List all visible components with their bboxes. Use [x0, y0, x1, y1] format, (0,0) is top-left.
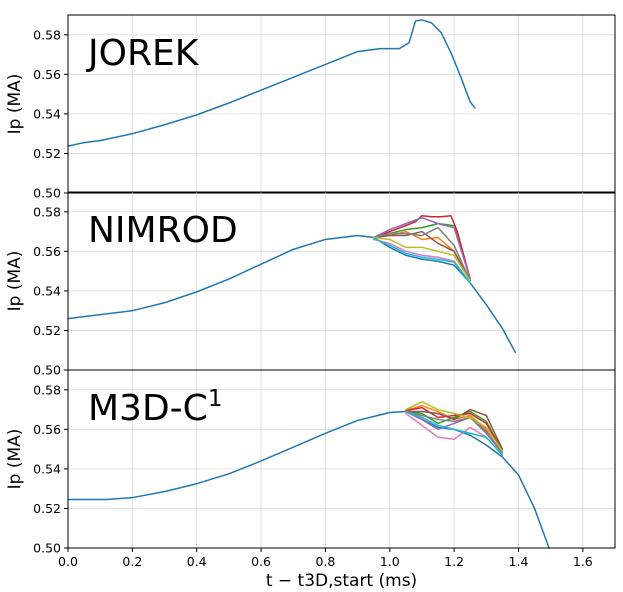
x-tick-label: 1.2	[444, 554, 464, 569]
y-axis-title: Ip (MA)	[5, 251, 25, 312]
y-tick-label: 0.56	[33, 67, 61, 82]
y-axis-title: Ip (MA)	[5, 429, 25, 490]
x-tick-label: 0.6	[251, 554, 271, 569]
y-tick-label: 0.52	[33, 146, 61, 161]
series-line-run-10	[405, 410, 504, 456]
panel-title-superscript: 1	[208, 386, 223, 412]
series-line-JOREK	[67, 19, 476, 147]
x-tick-label: 0.2	[122, 554, 142, 569]
y-tick-label: 0.50	[33, 363, 61, 378]
series-line-run-4	[405, 406, 504, 452]
panel-title: NIMROD	[88, 210, 238, 251]
y-tick-label: 0.58	[33, 382, 61, 397]
panel-frame	[67, 14, 616, 194]
y-tick-label: 0.50	[33, 541, 61, 556]
panel-title-text: NIMROD	[88, 210, 238, 251]
panel-1: 0.50 0.52 0.54 0.56 0.58 JOREK Ip (MA)	[5, 14, 616, 201]
y-tick-label: 0.56	[33, 244, 61, 259]
y-tick-label: 0.54	[33, 106, 61, 121]
y-tick-label: 0.58	[33, 27, 61, 42]
series-line-run-6	[405, 408, 504, 450]
series-line-run-7	[372, 238, 471, 284]
y-tick-label: 0.52	[33, 501, 61, 516]
series-line-run-3	[405, 410, 504, 452]
series-line-run-9	[405, 400, 504, 452]
x-tick-label: 0.0	[58, 554, 78, 569]
x-tick-label: 1.6	[573, 554, 593, 569]
series-line-run-8	[372, 226, 471, 282]
y-tick-label: 0.56	[33, 422, 61, 437]
series-line-run-6	[372, 230, 471, 282]
x-axis-title: t − t3D,start (ms)	[266, 571, 417, 591]
panel-frame	[67, 369, 616, 549]
y-tick-label: 0.52	[33, 323, 61, 338]
series-line-run-5	[372, 216, 471, 280]
y-tick-label: 0.54	[33, 461, 61, 476]
panel-title-text: JOREK	[86, 33, 200, 74]
x-tick-label: 1.0	[380, 554, 400, 569]
series-line-run-1	[67, 234, 516, 353]
panel-title-text: M3D-C	[88, 388, 208, 429]
panel-3: 0.50 0.52 0.54 0.56 0.58 M3D-C1 Ip (MA)	[5, 369, 616, 556]
series-line-run-5	[405, 410, 504, 454]
series-line-run-4	[372, 214, 471, 280]
series-line-run-8	[405, 410, 504, 454]
y-tick-label: 0.58	[33, 204, 61, 219]
y-tick-label: 0.50	[33, 186, 61, 201]
series-line-run-10	[372, 237, 471, 284]
series-line-run-9	[372, 236, 471, 282]
series-line-run-1	[67, 410, 550, 549]
panel-title: JOREK	[86, 33, 200, 74]
y-tick-label: 0.54	[33, 283, 61, 298]
x-tick-label: 0.8	[315, 554, 335, 569]
panel-2: 0.50 0.52 0.54 0.56 0.58 NIMROD Ip (MA)	[5, 191, 616, 378]
panel-title: M3D-C1	[88, 386, 222, 429]
x-tick-label: 1.4	[509, 554, 529, 569]
x-tick-label: 0.4	[187, 554, 207, 569]
y-axis-title: Ip (MA)	[5, 74, 25, 135]
